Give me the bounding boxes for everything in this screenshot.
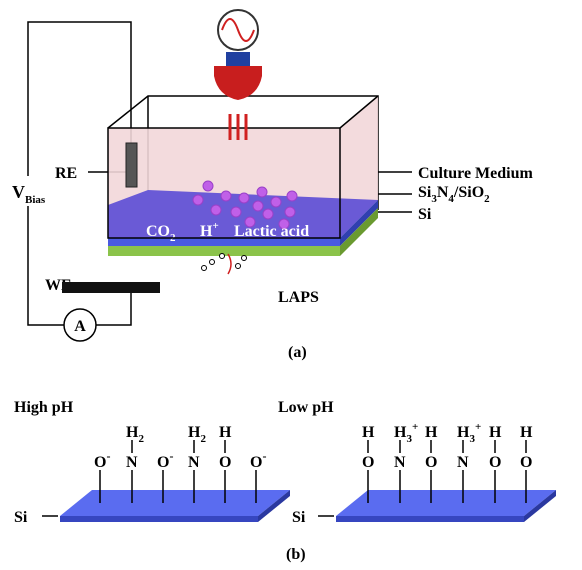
- top-label: H: [219, 424, 232, 441]
- sup: +: [412, 421, 418, 433]
- low-ph-title: Low pH: [278, 399, 334, 416]
- h: H: [362, 424, 375, 441]
- caption-a: (a): [288, 344, 307, 361]
- atom-label: N: [457, 454, 469, 471]
- sub: 2: [138, 433, 144, 445]
- top-label: H2: [188, 424, 206, 445]
- top-label: H3+: [457, 421, 481, 445]
- atom: N: [457, 454, 469, 471]
- ammeter-label: A: [74, 318, 86, 335]
- atom-label: O: [489, 454, 501, 471]
- top-label: H: [425, 424, 438, 441]
- atom: O: [362, 454, 374, 471]
- charge: -: [262, 449, 266, 463]
- atom-label: N: [126, 454, 138, 471]
- atom: N: [394, 454, 406, 471]
- top-label: H: [489, 424, 502, 441]
- atom-label: O-: [157, 449, 173, 471]
- h: H: [394, 424, 407, 441]
- atom: O: [157, 454, 169, 471]
- atom-label: O: [362, 454, 374, 471]
- top-label: H: [362, 424, 375, 441]
- atom: O: [425, 454, 437, 471]
- atom-label: O: [425, 454, 437, 471]
- ions: [202, 254, 247, 271]
- sup: +: [475, 421, 481, 433]
- slab-high-edge: [60, 516, 258, 522]
- atom-label: O: [520, 454, 532, 471]
- atom-label: O-: [250, 449, 266, 471]
- sub: 3: [406, 433, 412, 445]
- figure: VBias RE WE A CO2 H+ Lactic acid: [0, 0, 582, 570]
- atom-label: O-: [94, 449, 110, 471]
- top-label: H3+: [394, 421, 418, 445]
- atom: O: [520, 454, 532, 471]
- atom-label: O: [219, 454, 231, 471]
- h: H: [425, 424, 438, 441]
- atom: O: [250, 454, 262, 471]
- light-head: [214, 66, 262, 100]
- atom: O: [219, 454, 231, 471]
- atom: N: [126, 454, 138, 471]
- we-contact: [62, 282, 160, 293]
- atom: O: [94, 454, 106, 471]
- plug: [226, 52, 250, 66]
- si-substrate-label: Si: [292, 509, 306, 526]
- slab-low-edge: [336, 516, 524, 522]
- h: H: [457, 424, 470, 441]
- h: H: [188, 424, 201, 441]
- slab-low: [336, 490, 556, 516]
- reference-electrode: [126, 143, 137, 187]
- si-substrate-label: Si: [14, 509, 28, 526]
- h: H: [126, 424, 139, 441]
- high-ph-title: High pH: [14, 399, 74, 416]
- h: H: [489, 424, 502, 441]
- charge: -: [106, 449, 110, 463]
- top-label: H: [520, 424, 533, 441]
- atom: N: [188, 454, 200, 471]
- sub: 2: [200, 433, 206, 445]
- top-label: H2: [126, 424, 144, 445]
- atom: O: [489, 454, 501, 471]
- insulator-label: Si3N4/SiO2: [418, 184, 490, 205]
- charge: -: [169, 449, 173, 463]
- si-label: Si: [418, 206, 432, 223]
- atom-label: N: [394, 454, 406, 471]
- re-label: RE: [55, 165, 77, 182]
- leader-lines: [378, 172, 412, 212]
- caption-b: (b): [286, 546, 306, 563]
- h: H: [520, 424, 533, 441]
- laps-label: LAPS: [278, 289, 319, 306]
- atom-label: N: [188, 454, 200, 471]
- culture-medium-label: Culture Medium: [418, 165, 533, 182]
- h: H: [219, 424, 232, 441]
- current-path: [228, 254, 231, 274]
- sub: 3: [469, 433, 475, 445]
